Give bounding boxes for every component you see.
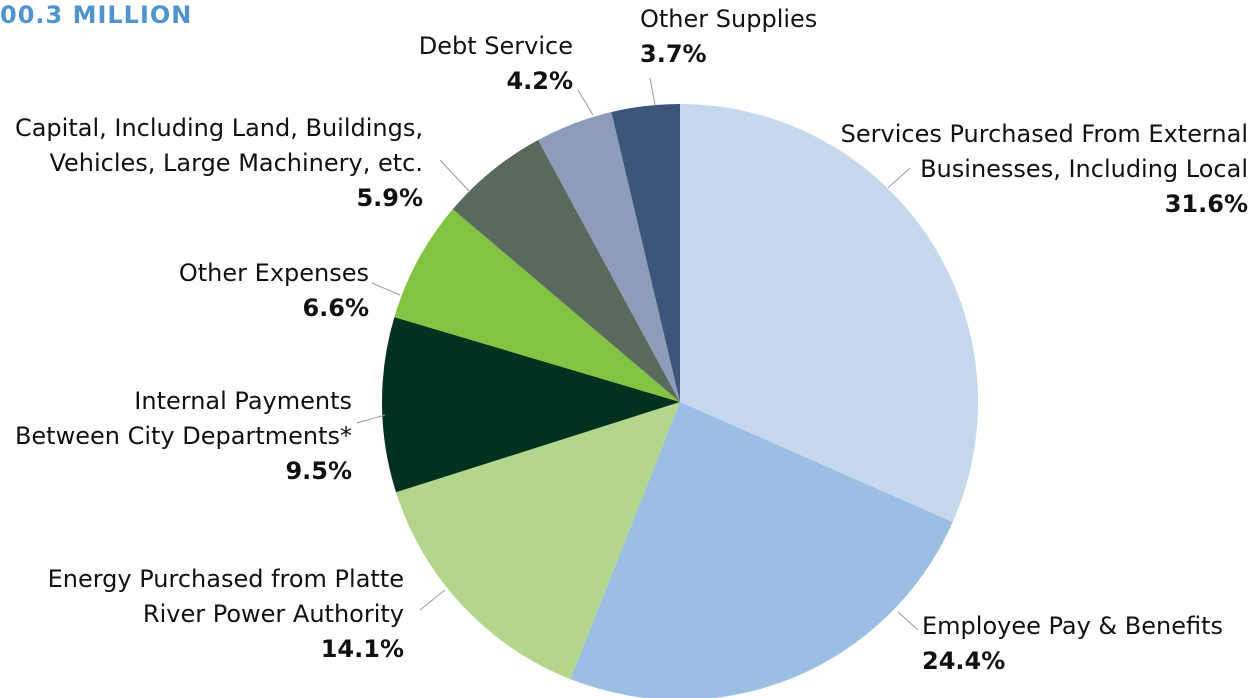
value-label: 14.1%	[321, 635, 404, 663]
leader-line	[649, 77, 656, 106]
slice-label: Capital, Including Land, Buildings,	[15, 114, 423, 142]
leader-line	[577, 89, 594, 116]
slice-label: Businesses, Including Local	[920, 155, 1248, 183]
chart-title: 00.3 MILLION	[0, 1, 192, 29]
slice-label: Between City Departments*	[15, 422, 352, 450]
slice-label: Other Supplies	[640, 5, 817, 33]
slice-label: Debt Service	[419, 32, 573, 60]
value-label: 24.4%	[922, 647, 1005, 675]
value-label: 4.2%	[506, 67, 573, 95]
slice-label: Energy Purchased from Platte	[48, 565, 404, 593]
pie-slice	[570, 402, 953, 698]
pie-slice	[611, 104, 680, 402]
value-label: 9.5%	[285, 457, 352, 485]
slice-label: River Power Authority	[143, 600, 404, 628]
slice-label: Other Expenses	[179, 259, 369, 287]
leader-line	[897, 611, 919, 631]
leader-line	[439, 159, 471, 193]
pie-slice	[452, 139, 680, 402]
slice-label: Services Purchased From External	[841, 120, 1248, 148]
leader-line	[419, 589, 446, 611]
pie-slice	[538, 112, 680, 402]
slice-label: Employee Pay & Benefits	[922, 612, 1223, 640]
value-label: 5.9%	[356, 184, 423, 212]
leader-line	[887, 167, 911, 189]
pie-slice	[394, 209, 680, 402]
value-label: 6.6%	[302, 294, 369, 322]
slice-label: Vehicles, Large Machinery, etc.	[49, 149, 423, 177]
leader-line	[371, 282, 401, 296]
pie-slice	[680, 104, 978, 523]
leader-line	[356, 414, 386, 424]
pie-slice	[396, 402, 680, 680]
value-label: 3.7%	[640, 40, 707, 68]
pie-slice	[382, 317, 680, 493]
value-label: 31.6%	[1165, 190, 1248, 218]
slice-label: Internal Payments	[134, 387, 352, 415]
